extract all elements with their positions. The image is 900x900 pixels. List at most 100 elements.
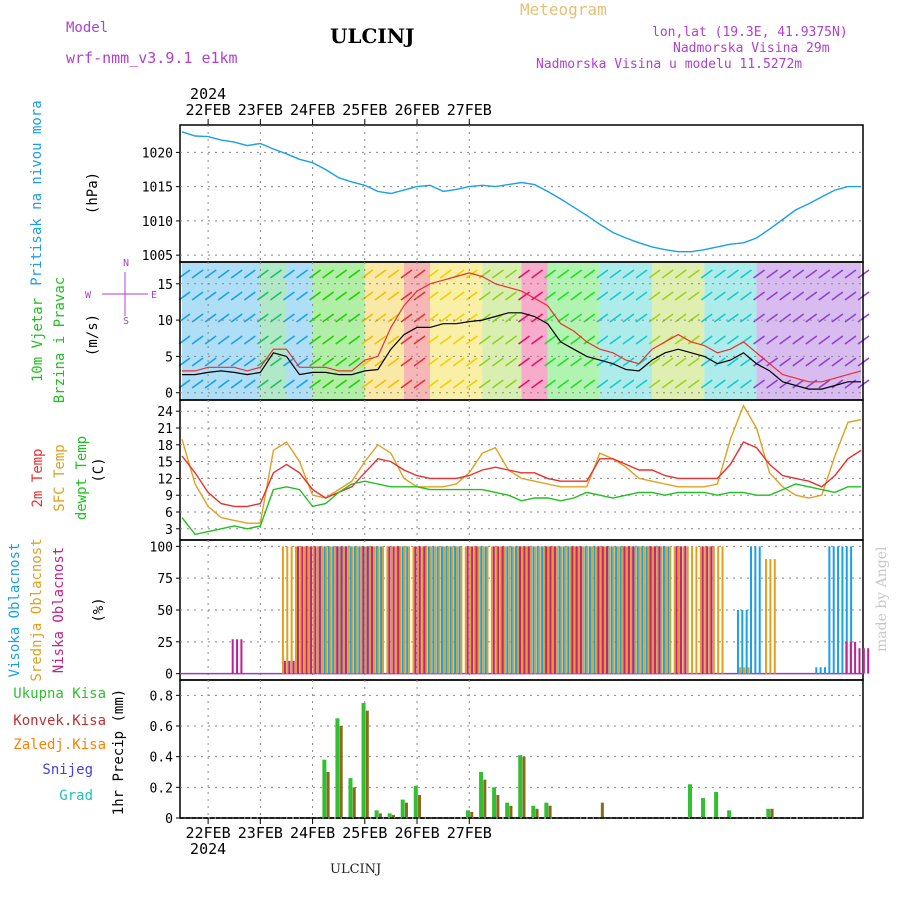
wind-barb <box>204 269 217 279</box>
wind-barb <box>204 335 217 345</box>
wind-barb <box>269 291 282 301</box>
wind-barb <box>779 313 792 323</box>
cloud-low-bar <box>240 639 243 674</box>
wind-barb <box>726 379 739 389</box>
wind-barb <box>387 357 400 367</box>
cloud-low-bar <box>340 546 343 674</box>
wind-barb <box>740 269 752 279</box>
wind-barb <box>661 357 674 367</box>
cloud-low-bar <box>288 660 291 674</box>
cloud-high-bar <box>754 546 757 674</box>
x-tick-label-top: 22FEB <box>186 101 231 119</box>
cloud-low-bar <box>571 546 574 674</box>
cloud-mid-bar <box>334 546 337 674</box>
wind-axis-label: 10m Vjetar <box>30 298 46 382</box>
precip-total-bar <box>348 778 353 818</box>
precip-total-bar <box>413 785 418 818</box>
wind-barb <box>609 379 622 389</box>
wind-barb <box>322 357 335 367</box>
wind-barb <box>687 291 700 301</box>
wind-barb <box>296 291 308 301</box>
cloud-mid-bar <box>486 546 489 674</box>
wind-barb <box>726 269 739 279</box>
wind-barb <box>387 313 400 323</box>
wind-barb <box>687 269 700 279</box>
wind-barb <box>439 313 452 323</box>
wind-barb <box>635 269 648 279</box>
cloud-mid-bar <box>399 546 402 674</box>
wind-barb <box>335 379 348 389</box>
cloud-low-bar <box>370 546 373 674</box>
x-tick-label-bottom: 26FEB <box>394 824 439 842</box>
cloud-mid-bar <box>704 546 707 674</box>
wind-barb <box>191 379 204 389</box>
wind-barb <box>792 269 805 279</box>
wind-barb <box>348 379 361 389</box>
wind-barb <box>426 357 439 367</box>
cloud-mid-bar <box>678 546 681 674</box>
cloud-mid-bar <box>604 546 607 674</box>
model-label: Model <box>66 20 109 36</box>
wind-barb <box>256 269 269 279</box>
y-tick-label: 9 <box>165 489 173 504</box>
y-tick-label: 0.4 <box>150 751 174 766</box>
wind-barb <box>557 291 570 301</box>
y-tick-label: 6 <box>165 506 173 521</box>
cloud-low-bar <box>862 648 865 674</box>
wind-color-band <box>652 262 705 400</box>
wind-barb <box>243 357 256 367</box>
cloud-mid-bar <box>316 546 319 674</box>
model-name: wrf-nmm_v3.9.1 e1km <box>66 49 238 67</box>
wind-barb <box>531 357 544 367</box>
wind-barb <box>713 335 726 345</box>
wind-barb <box>504 313 517 323</box>
precip-conv-bar <box>496 795 500 818</box>
wind-barb <box>518 335 530 345</box>
cloud-mid-bar <box>325 546 328 674</box>
cloud-mid-bar <box>717 546 720 674</box>
wind-barb <box>269 335 282 345</box>
y-tick-label: 3 <box>165 523 173 538</box>
wind-barb <box>818 357 831 367</box>
wind-barb <box>178 357 191 367</box>
cloud-low-bar <box>336 546 339 674</box>
wind-barb <box>753 357 766 367</box>
wind-barb <box>818 335 831 345</box>
wind-barb <box>361 313 374 323</box>
cloud-mid-bar <box>460 546 463 674</box>
x-tick-label-bottom: 25FEB <box>342 824 387 842</box>
wind-barb <box>400 269 413 279</box>
cloud-low-bar <box>649 546 652 674</box>
wind-barb <box>622 335 635 345</box>
wind-barb <box>792 379 805 389</box>
wind-barb <box>269 269 282 279</box>
wind-barb <box>583 313 596 323</box>
x-tick-label-bottom: 23FEB <box>238 824 283 842</box>
cloud-high-bar <box>432 546 435 674</box>
cloud-high-bar <box>427 546 430 674</box>
wind-barb <box>844 291 857 301</box>
wind-barb <box>570 291 583 301</box>
wind-barb <box>740 291 752 301</box>
wind-barb <box>609 313 622 323</box>
wind-barb <box>622 379 635 389</box>
wind-barb <box>635 335 648 345</box>
wind-color-band <box>260 262 287 400</box>
wind-barb <box>478 335 491 345</box>
cloud-mid-bar <box>608 546 611 674</box>
cloud-mid-bar <box>521 546 524 674</box>
cloud-mid-bar <box>525 546 528 674</box>
cloud-high-bar <box>750 546 753 674</box>
cloud-mid-bar <box>569 546 572 674</box>
wind-color-band <box>521 262 548 400</box>
wind-barb <box>452 357 465 367</box>
wind-barb <box>491 357 504 367</box>
wind-barb <box>296 313 308 323</box>
wind-barb <box>217 379 230 389</box>
wind-barb <box>609 291 622 301</box>
cloud-mid-bar <box>516 546 519 674</box>
cloud-high-bar <box>436 546 439 674</box>
cloud-mid-bar <box>708 546 711 674</box>
cloud-low-bar <box>466 546 469 674</box>
cloud-low-bar <box>867 648 870 674</box>
